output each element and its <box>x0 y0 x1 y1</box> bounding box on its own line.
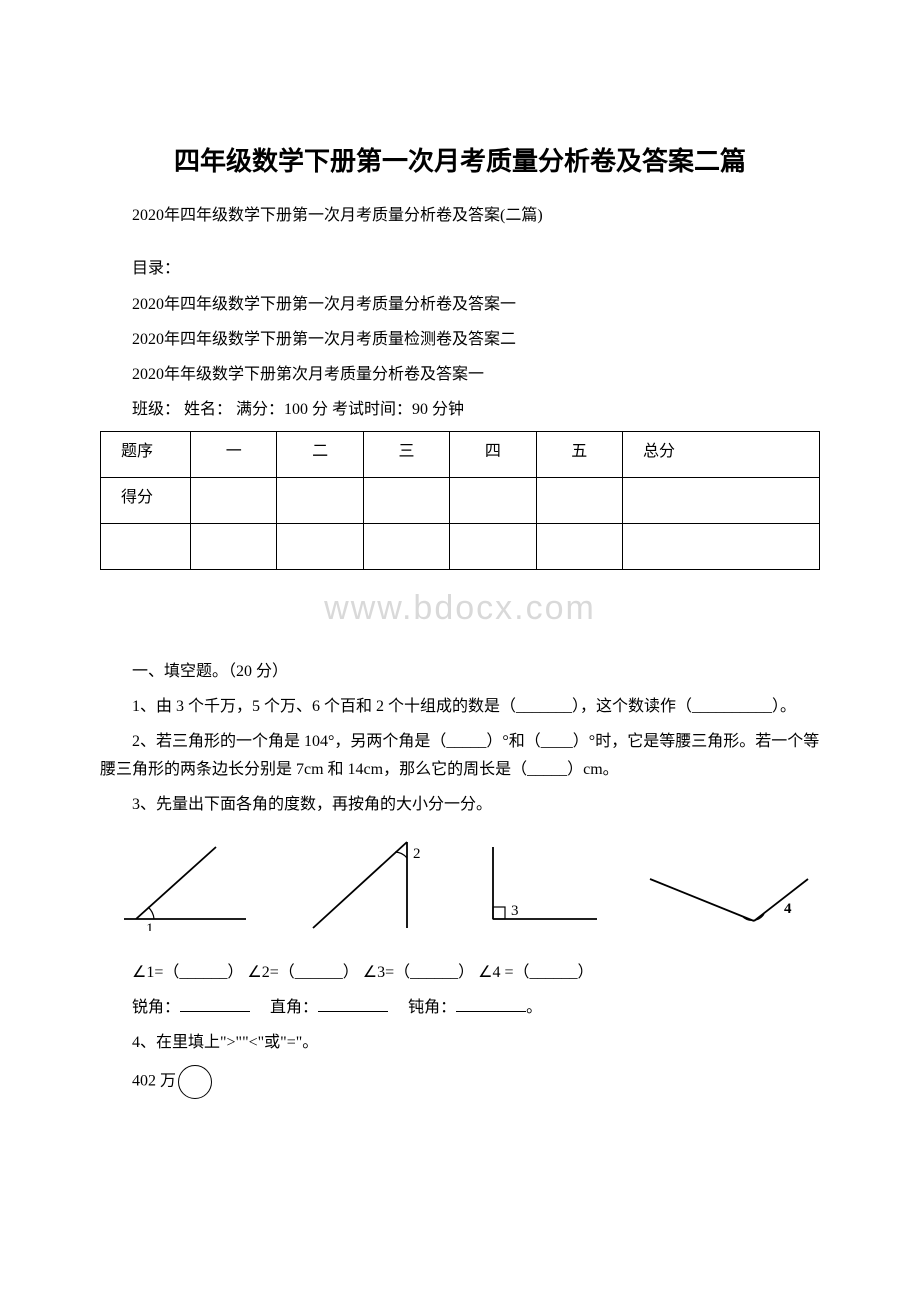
empty-cell <box>363 478 449 524</box>
angle-values-line: ∠1=（______） ∠2=（______） ∠3=（______） ∠4 =… <box>100 959 820 986</box>
angle-figures-row: 1 2 3 4 <box>100 836 820 931</box>
svg-text:2: 2 <box>413 846 421 862</box>
cell-col-4: 四 <box>450 432 536 478</box>
empty-cell <box>450 478 536 524</box>
svg-text:1: 1 <box>146 921 154 931</box>
acute-label: 锐角： <box>132 999 180 1016</box>
empty-cell <box>277 478 363 524</box>
table-row <box>101 524 820 570</box>
empty-cell <box>191 478 277 524</box>
angle-types-line: 锐角： 直角： 钝角： 。 <box>100 994 820 1021</box>
cell-col-5: 五 <box>536 432 622 478</box>
compare-circle-input[interactable] <box>178 1065 212 1099</box>
obtuse-label: 钝角： <box>408 999 456 1016</box>
cell-col-1: 一 <box>191 432 277 478</box>
angle-4-figure: 4 <box>644 871 814 931</box>
score-table: 题序 一 二 三 四 五 总分 得分 <box>100 431 820 570</box>
page-title: 四年级数学下册第一次月考质量分析卷及答案二篇 <box>100 140 820 184</box>
spacer <box>100 237 820 255</box>
period: 。 <box>526 999 542 1016</box>
cell-total: 总分 <box>622 432 819 478</box>
empty-cell <box>536 478 622 524</box>
toc-label: 目录： <box>100 255 820 282</box>
svg-text:3: 3 <box>511 903 519 919</box>
q4-left-value: 402 万 <box>132 1072 176 1089</box>
toc-item: 2020年四年级数学下册第一次月考质量检测卷及答案二 <box>100 326 820 353</box>
cell-col-3: 三 <box>363 432 449 478</box>
right-label: 直角： <box>270 999 318 1016</box>
table-row: 题序 一 二 三 四 五 总分 <box>101 432 820 478</box>
q4-expression: 402 万 <box>100 1065 820 1099</box>
angle-2-figure: 2 <box>299 836 429 931</box>
question-3: 3、先量出下面各角的度数，再按角的大小分一分。 <box>100 791 820 818</box>
angle-3-figure: 3 <box>471 841 601 931</box>
question-1: 1、由 3 个千万，5 个万、6 个百和 2 个十组成的数是（_______），… <box>100 693 820 720</box>
blank-input[interactable] <box>180 996 250 1012</box>
exam-header: 班级： 姓名： 满分：100 分 考试时间：90 分钟 <box>100 396 820 423</box>
cell-col-2: 二 <box>277 432 363 478</box>
empty-cell <box>622 524 819 570</box>
cell-score-label: 得分 <box>101 478 191 524</box>
question-2: 2、若三角形的一个角是 104°，另两个角是（_____）°和（____）°时，… <box>100 728 820 782</box>
blank-input[interactable] <box>318 996 388 1012</box>
empty-cell <box>277 524 363 570</box>
table-row: 得分 <box>101 478 820 524</box>
empty-cell <box>101 524 191 570</box>
toc-item: 2020年年级数学下册第次月考质量分析卷及答案一 <box>100 361 820 388</box>
empty-cell <box>450 524 536 570</box>
svg-text:4: 4 <box>784 901 792 917</box>
watermark-text: www.bdocx.com <box>100 580 820 638</box>
empty-cell <box>191 524 277 570</box>
intro-line: 2020年四年级数学下册第一次月考质量分析卷及答案(二篇) <box>100 202 820 229</box>
question-4: 4、在里填上">""<"或"="。 <box>100 1029 820 1056</box>
section-a-heading: 一、填空题。（20 分） <box>100 658 820 685</box>
angle-1-figure: 1 <box>106 841 256 931</box>
cell-topic-num: 题序 <box>101 432 191 478</box>
empty-cell <box>536 524 622 570</box>
empty-cell <box>363 524 449 570</box>
empty-cell <box>622 478 819 524</box>
toc-item: 2020年四年级数学下册第一次月考质量分析卷及答案一 <box>100 291 820 318</box>
blank-input[interactable] <box>456 996 526 1012</box>
